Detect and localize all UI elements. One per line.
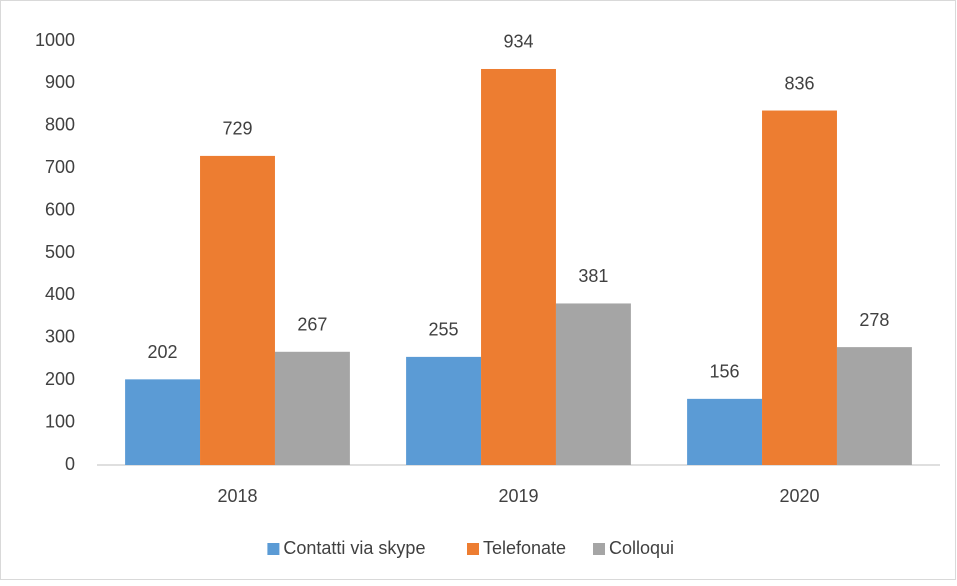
legend-label: Telefonate	[483, 538, 566, 558]
legend-label: Contatti via skype	[283, 538, 425, 558]
data-label: 255	[429, 320, 459, 340]
y-tick-label: 700	[45, 157, 75, 177]
y-tick-label: 200	[45, 369, 75, 389]
legend-swatch	[267, 543, 280, 555]
data-label: 836	[784, 73, 814, 93]
data-label: 156	[710, 362, 740, 382]
bar	[762, 110, 837, 465]
data-label: 934	[503, 32, 533, 52]
x-tick-label: 2019	[498, 486, 538, 506]
bar	[125, 379, 201, 465]
bar	[406, 356, 482, 465]
x-tick-label: 2020	[779, 486, 819, 506]
y-tick-label: 100	[45, 411, 75, 431]
bar	[555, 303, 631, 465]
y-tick-label: 1000	[35, 30, 75, 50]
y-tick-label: 900	[45, 72, 75, 92]
x-tick-label: 2018	[217, 486, 257, 506]
y-tick-label: 400	[45, 284, 75, 304]
y-tick-label: 800	[45, 115, 75, 135]
bar	[274, 351, 350, 465]
data-label: 278	[859, 310, 889, 330]
legend-swatch	[593, 543, 605, 555]
bar	[481, 68, 556, 465]
legend-label: Colloqui	[609, 538, 674, 558]
bar	[200, 155, 275, 466]
legend-swatch	[467, 543, 479, 555]
data-label: 202	[148, 342, 178, 362]
bar	[836, 347, 912, 465]
data-label: 267	[297, 315, 327, 335]
y-tick-label: 500	[45, 242, 75, 262]
y-tick-label: 300	[45, 327, 75, 347]
data-label: 729	[222, 119, 252, 139]
data-label: 381	[578, 266, 608, 286]
y-tick-label: 0	[65, 454, 75, 474]
bar	[687, 398, 763, 465]
y-tick-label: 600	[45, 199, 75, 219]
